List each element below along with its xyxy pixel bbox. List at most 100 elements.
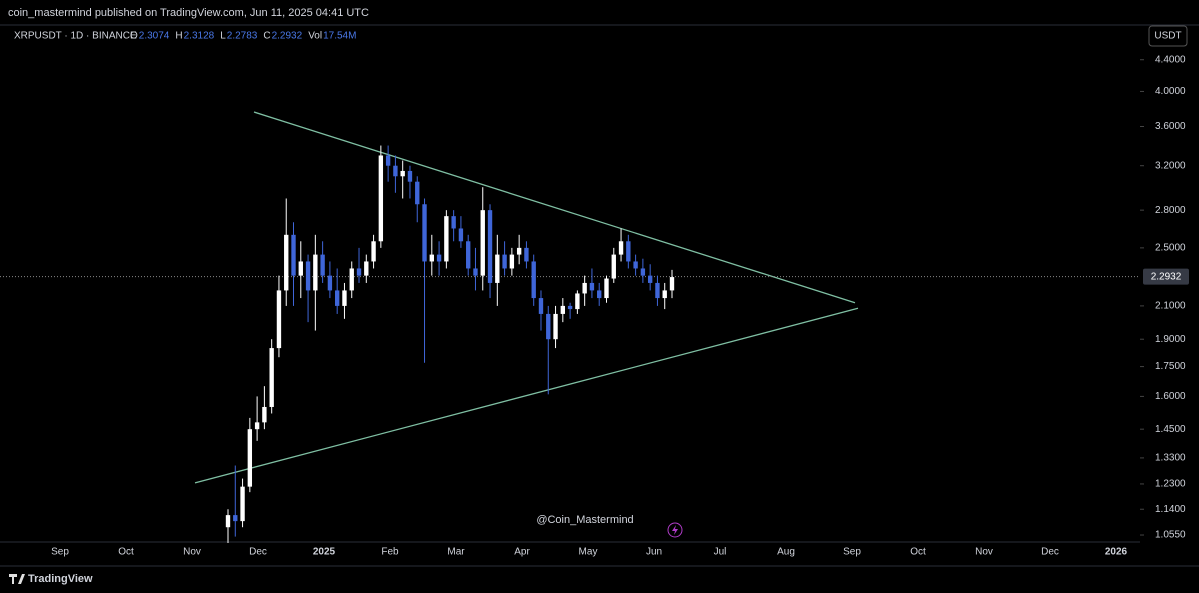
candle-body [415,181,420,205]
candle-body [524,247,529,262]
candle-body [589,282,595,291]
x-tick-label: Feb [381,547,399,558]
candle-body [269,348,274,407]
x-tick-label: Oct [118,547,134,558]
candle-body [364,261,369,276]
legend-key: H [175,31,182,42]
candle-body [458,228,464,242]
x-tick-label: 2025 [313,547,336,558]
candle-body [531,261,536,299]
candle-body [451,216,456,229]
candle-body [313,254,318,291]
candle-body [291,234,296,276]
price-label-bg [1143,268,1189,285]
candle-body [320,254,325,276]
candle-body [436,254,442,262]
candle-body [647,275,653,283]
x-tick-label: Sep [843,547,861,558]
candle-body [225,515,231,528]
x-tick-label: Jun [646,547,662,558]
candle-body [466,241,471,269]
price-label: 2.2932 [1151,271,1182,282]
candle-body [305,261,311,291]
legend-key: O [130,31,138,42]
x-tick-label: Nov [183,547,201,558]
legend-value: 17.54M [323,31,356,42]
trendline [194,307,859,484]
icon[interactable] [667,522,683,538]
x-tick-label: Dec [1041,547,1059,558]
candle-body [538,298,544,314]
candle-body [487,210,493,283]
candle-body [502,254,507,269]
x-tick-label: Oct [910,547,926,558]
y-tick-label: 3.2000 [1155,160,1186,171]
candle-body [633,261,638,269]
currency[interactable]: USDT [1154,31,1181,42]
candle-body [422,204,427,262]
candle-body [276,290,282,349]
candle-body [611,254,616,279]
currency-button[interactable] [1148,25,1188,47]
brand: TradingView [28,573,93,585]
y-tick-label: 1.0550 [1155,530,1186,541]
y-tick-label: 2.1000 [1155,301,1186,312]
candle-body [254,422,260,430]
candle-body [640,268,646,276]
candle-body [604,278,609,299]
logo [9,574,25,584]
y-tick-label: 1.2300 [1155,479,1186,490]
y-tick-label: 2.5000 [1155,243,1186,254]
y-tick-label: 1.4500 [1155,424,1186,435]
candle-body [618,241,624,255]
x-tick-label: Mar [447,547,465,558]
x-tick-label: Dec [249,547,267,558]
y-tick-label: 1.1400 [1155,504,1186,515]
candle-body [334,290,340,306]
legend-value: 2.3128 [184,31,215,42]
candle-body [495,254,500,283]
x-tick-label: 2026 [1105,547,1128,558]
y-tick-label: 3.6000 [1155,121,1186,132]
candle-body [371,241,376,262]
trendline [253,111,856,304]
y-tick-label: 4.0000 [1155,86,1186,97]
symbol: XRPUSDT · 1D · BINANCE [14,31,137,42]
candle-body [385,155,391,166]
candle-body [662,290,667,299]
candle-body [327,275,333,291]
legend-key: L [220,31,226,42]
candle-body [567,305,573,310]
candle-body [298,261,303,276]
y-tick-label: 1.3300 [1155,453,1186,464]
candle-body [262,406,267,423]
x-tick-label: Nov [975,547,993,558]
y-tick-label: 1.7500 [1155,361,1186,372]
y-tick-label: 4.4000 [1155,54,1186,65]
publish-info: coin_mastermind published on TradingView… [8,7,369,19]
candle-body [480,210,485,276]
candle-body [546,313,551,340]
candle-body [378,155,384,242]
candle-body [655,282,660,299]
candle-body [407,170,413,182]
candle-body [444,216,449,262]
candle-body [473,268,478,276]
candle-body [400,170,405,177]
y-tick-label: 1.6000 [1155,391,1186,402]
candle-body [509,254,515,269]
candle-body [240,486,245,522]
x-tick-label: Aug [777,547,795,558]
candle-body [349,268,354,291]
candle-body [575,293,580,310]
legend-key: Vol [308,31,322,42]
legend-value: 2.2783 [227,31,258,42]
candle-body [582,282,587,294]
candle-body [247,429,253,487]
candle-body [553,313,558,340]
legend-key: C [263,31,270,42]
legend-value: 2.3074 [139,31,170,42]
candle-body [429,254,434,262]
watermark: @Coin_Mastermind [536,514,633,526]
candle-body [356,268,362,276]
